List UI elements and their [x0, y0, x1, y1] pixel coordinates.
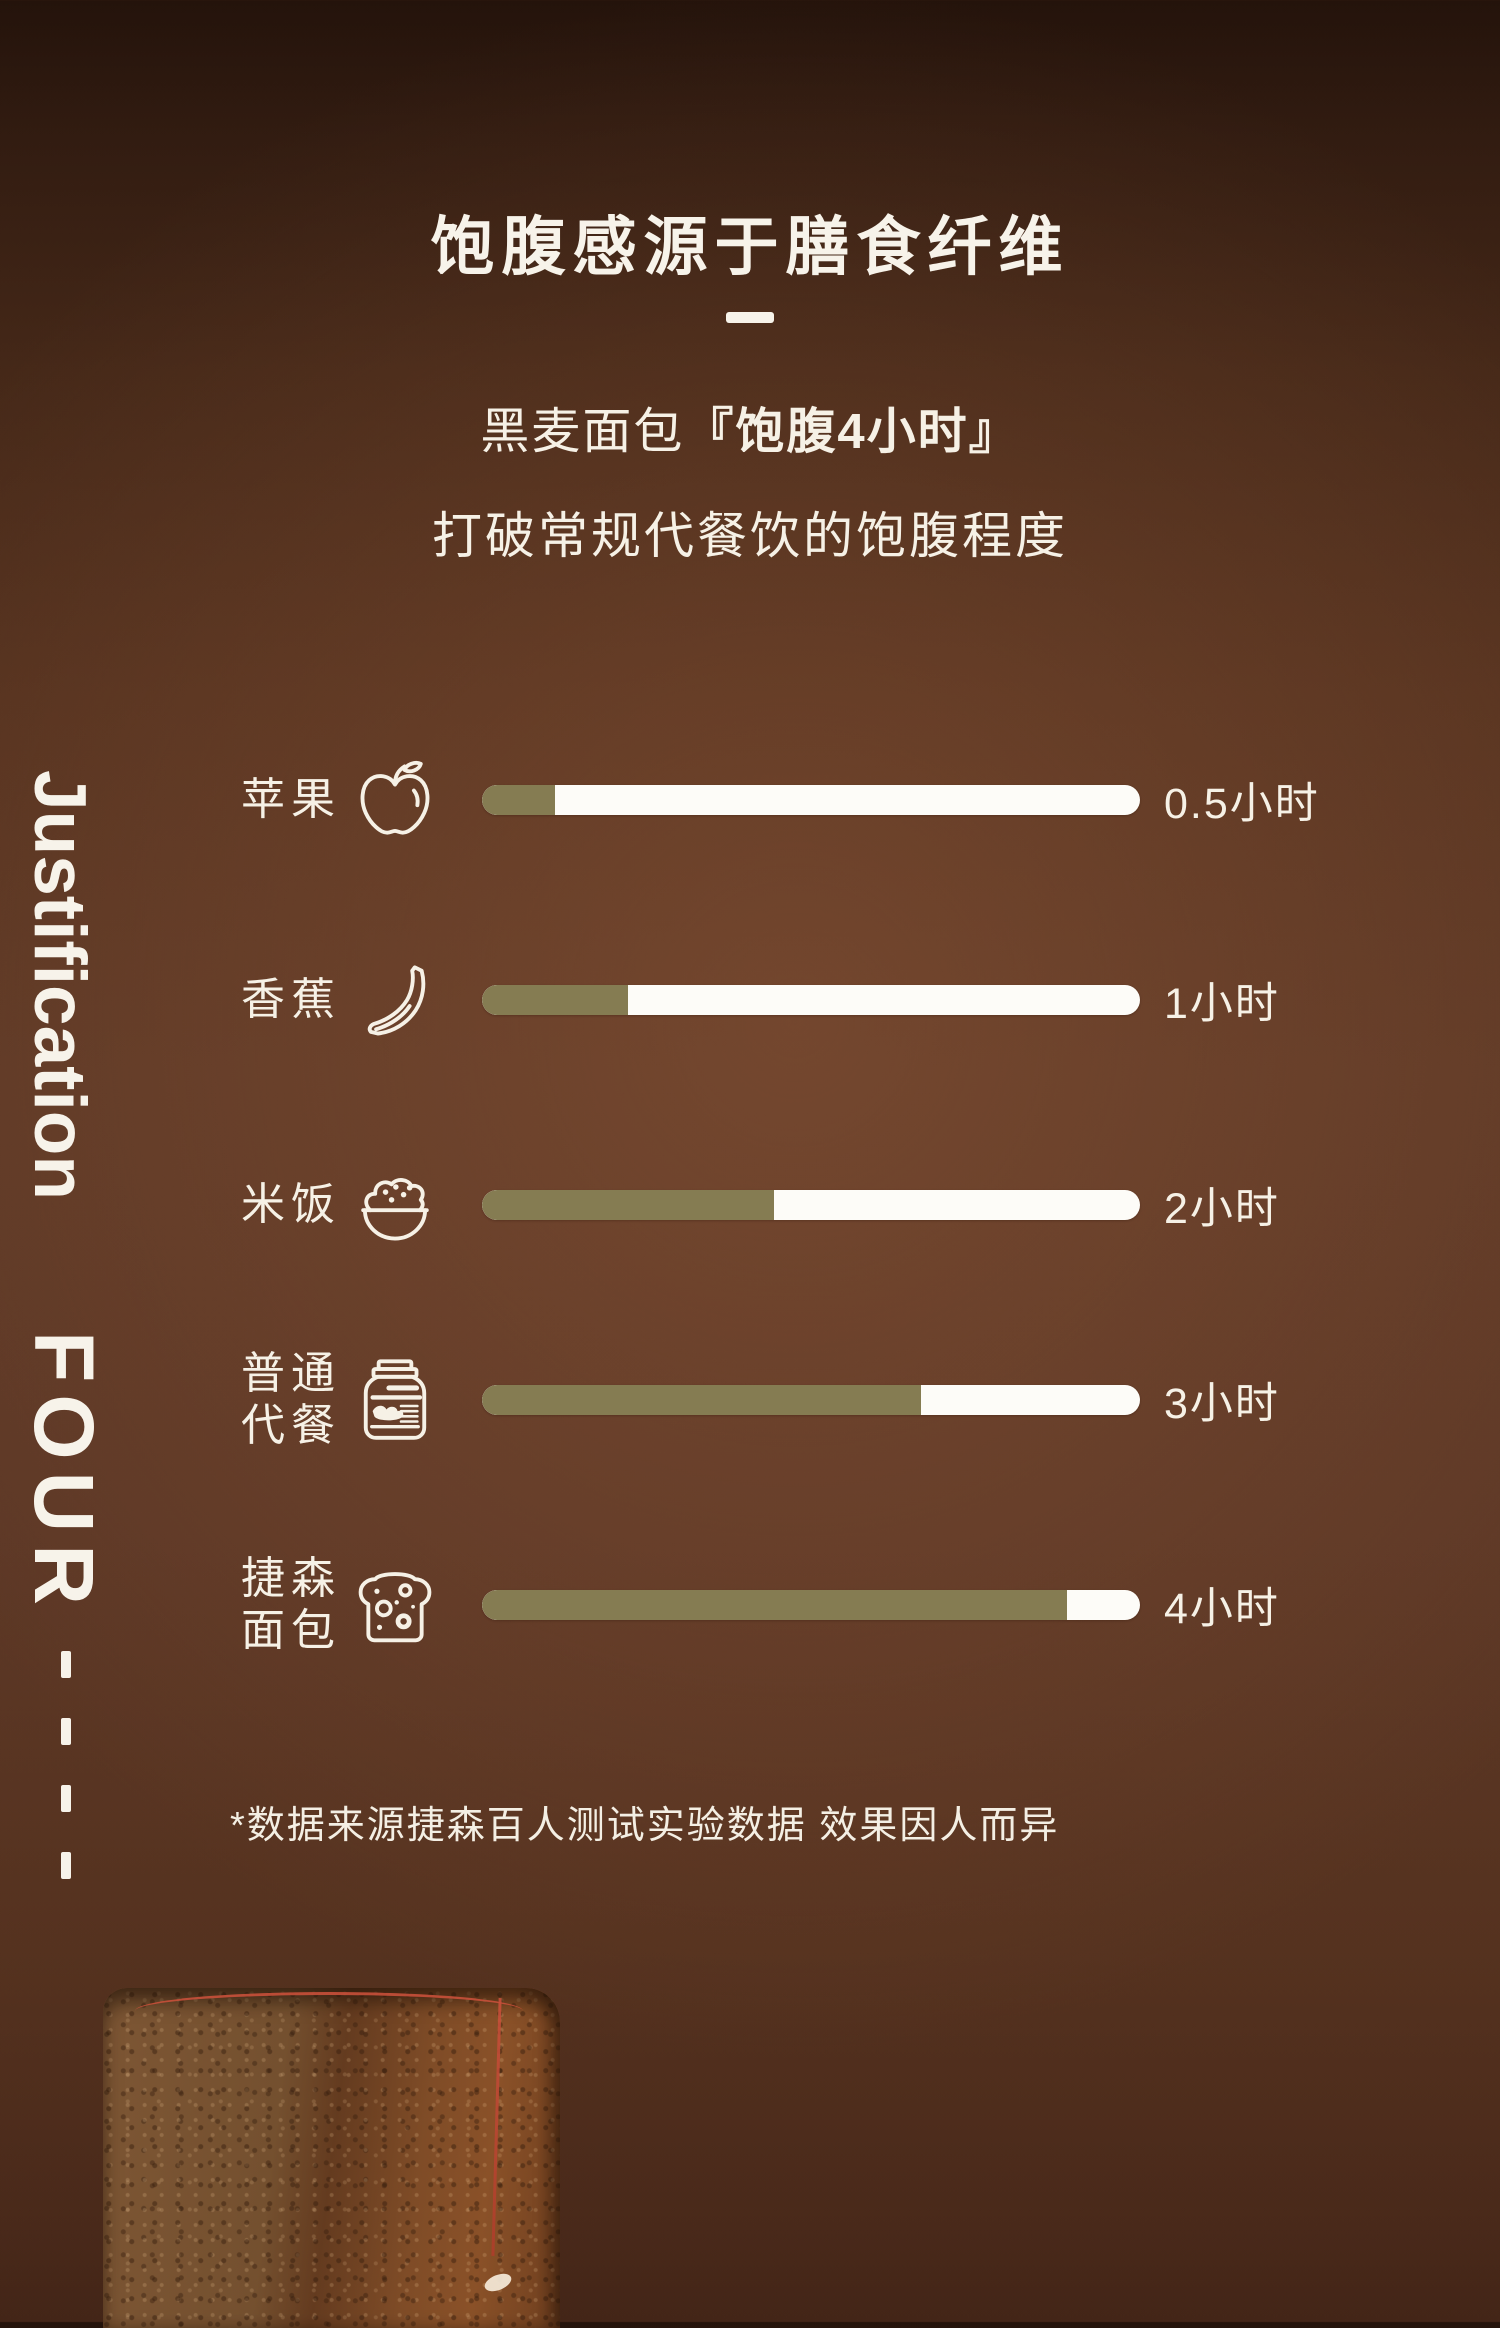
side-dash	[61, 1784, 71, 1812]
side-dash	[61, 1717, 71, 1745]
row-label: 苹果	[241, 775, 341, 825]
bar-track	[482, 1385, 1140, 1415]
side-dash	[61, 1650, 71, 1678]
bread-photo	[103, 1988, 560, 2328]
bar-fill	[482, 1385, 921, 1415]
row-value: 0.5小时	[1164, 780, 1320, 828]
side-label-four: FOUR	[17, 1330, 111, 1617]
side-dash	[61, 1851, 71, 1879]
bar-fill	[482, 785, 556, 815]
bar-track	[482, 985, 1140, 1015]
subtitle-line1: 黑麦面包『饱腹4小时』	[0, 392, 1500, 463]
title-divider	[726, 312, 774, 323]
red-thread-side	[491, 1998, 502, 2257]
red-thread-top	[134, 1992, 524, 2011]
subtitle-highlight: 『饱腹4小时』	[684, 405, 1020, 459]
bar-track	[482, 1190, 1140, 1220]
row-label: 米饭	[241, 1180, 341, 1230]
row-value: 1小时	[1164, 980, 1280, 1028]
banana-icon	[352, 956, 438, 1044]
footnote: *数据来源捷森百人测试实验数据 效果因人而异	[230, 1805, 1060, 1847]
page-title: 饱腹感源于膳食纤维	[430, 211, 1070, 283]
side-label-dashes	[31, 1617, 71, 1919]
row-label: 普通 代餐	[241, 1349, 341, 1450]
red-thread-knot	[482, 2270, 514, 2295]
row-value: 4小时	[1164, 1585, 1280, 1633]
row-value: 3小时	[1164, 1380, 1280, 1428]
apple-icon	[352, 756, 438, 844]
bar-track	[482, 1590, 1140, 1620]
subtitle-line2: 打破常规代餐饮的饱腹程度	[432, 508, 1068, 564]
bread-slice-icon	[352, 1561, 438, 1649]
row-label: 香蕉	[241, 975, 341, 1025]
row-value: 2小时	[1164, 1185, 1280, 1233]
subtitle-prefix: 黑麦面包	[480, 405, 685, 459]
bar-fill	[482, 985, 629, 1015]
bar-track	[482, 785, 1140, 815]
side-label-justification: Justification	[19, 770, 100, 1200]
bar-fill	[482, 1590, 1067, 1620]
meal-replacement-jar-icon	[352, 1356, 438, 1444]
bar-fill	[482, 1190, 775, 1220]
side-vertical-label: Justification FOUR	[15, 770, 112, 1919]
rice-icon	[352, 1161, 438, 1249]
row-label: 捷森 面包	[241, 1554, 341, 1655]
